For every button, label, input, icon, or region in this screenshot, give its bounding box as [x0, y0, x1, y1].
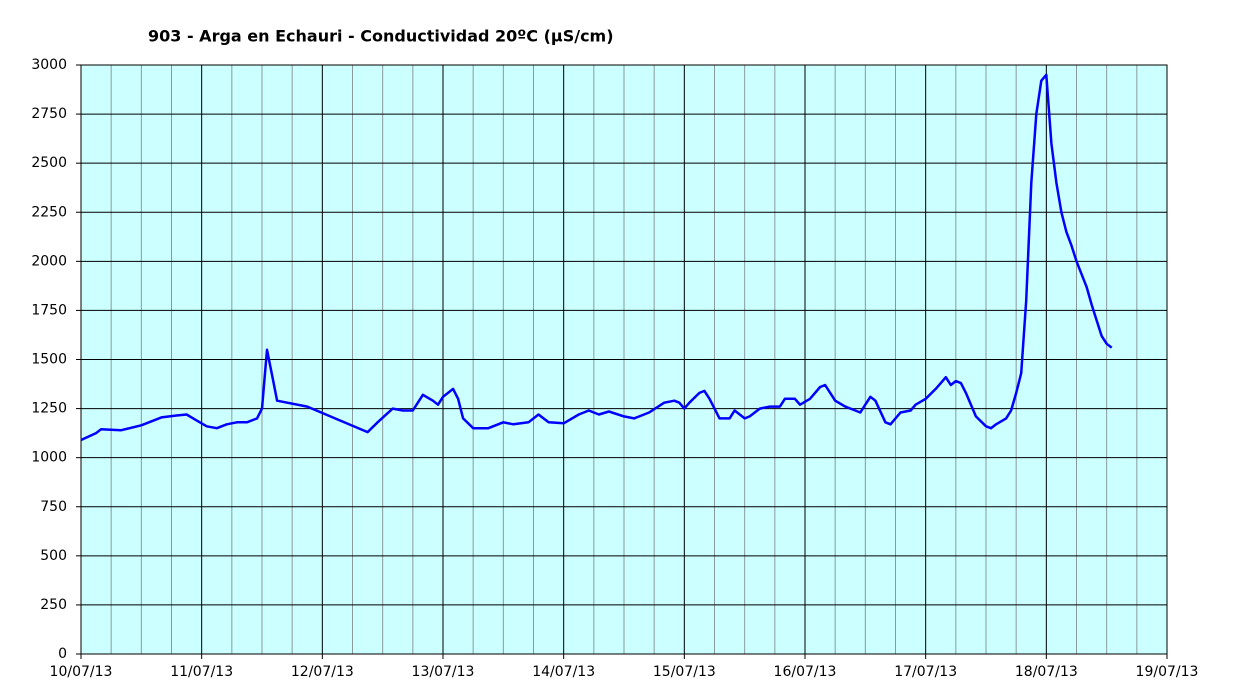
x-tick-label: 10/07/13: [50, 664, 113, 680]
chart-title: 903 - Arga en Echauri - Conductividad 20…: [148, 27, 614, 46]
y-tick-label: 0: [58, 646, 67, 662]
y-tick-label: 250: [40, 597, 67, 613]
x-tick-label: 18/07/13: [1015, 664, 1078, 680]
y-tick-label: 1750: [31, 302, 67, 318]
x-tick-label: 15/07/13: [653, 664, 716, 680]
x-tick-label: 16/07/13: [774, 664, 837, 680]
y-tick-label: 750: [40, 499, 67, 515]
y-tick-label: 1000: [31, 450, 67, 466]
x-tick-label: 19/07/13: [1136, 664, 1199, 680]
x-tick-label: 13/07/13: [412, 664, 475, 680]
y-tick-label: 1250: [31, 401, 67, 417]
plot-border: [80, 64, 1168, 655]
x-tick-label: 14/07/13: [532, 664, 595, 680]
y-tick-label: 2500: [31, 155, 67, 171]
y-tick-label: 2250: [31, 204, 67, 220]
y-tick-label: 2000: [31, 253, 67, 269]
y-tick-label: 1500: [31, 352, 67, 368]
x-tick-label: 17/07/13: [894, 664, 957, 680]
y-tick-label: 500: [40, 548, 67, 564]
data-line: [80, 73, 1113, 442]
y-tick-label: 2750: [31, 106, 67, 122]
y-tick-label: 3000: [31, 57, 67, 73]
x-tick-label: 11/07/13: [170, 664, 233, 680]
x-tick-label: 12/07/13: [291, 664, 354, 680]
